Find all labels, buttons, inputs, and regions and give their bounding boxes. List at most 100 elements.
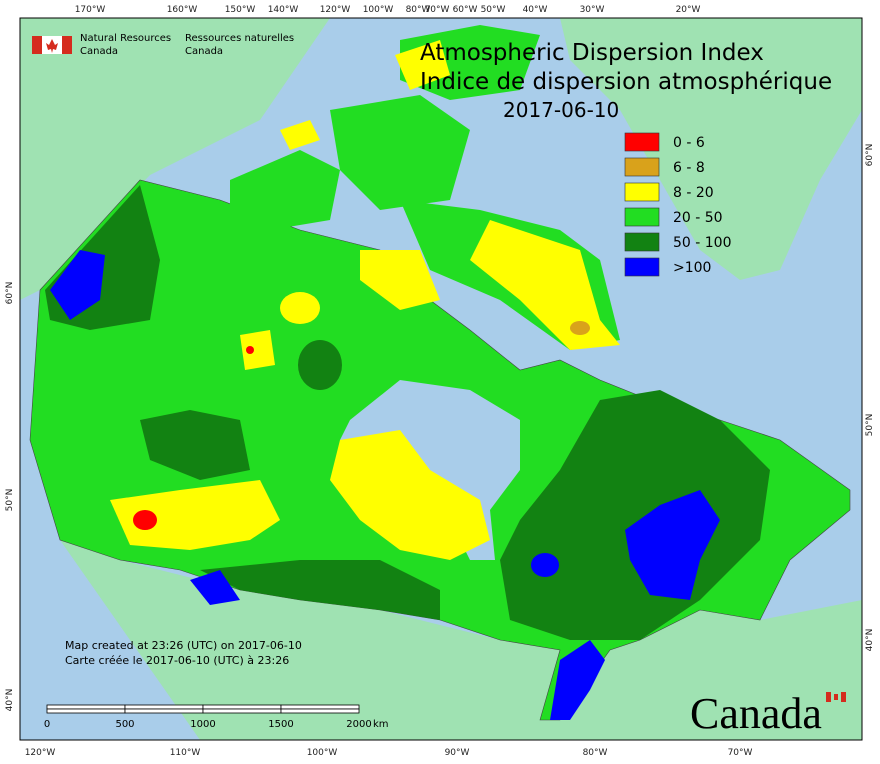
legend-swatch — [624, 207, 660, 227]
orange-zone — [570, 321, 590, 335]
scale-bar: 0 500 1000 1500 2000 km — [44, 704, 389, 730]
wordmark: Canada — [690, 689, 822, 738]
blue-zone — [531, 553, 559, 577]
scale-segment — [124, 704, 204, 710]
scale-segment — [202, 708, 282, 714]
lon-label: 120°W — [320, 5, 351, 15]
yellow-zone — [360, 250, 440, 310]
legend-label: 20 - 50 — [673, 210, 723, 226]
lon-label: 80°W — [583, 748, 608, 758]
lon-label: 120°W — [25, 748, 56, 758]
lon-label: 60°W — [453, 5, 478, 15]
scale-segment — [46, 704, 126, 710]
lat-label: 60°N — [865, 144, 875, 167]
legend-label: 8 - 20 — [673, 185, 714, 201]
lat-label: 60°N — [5, 282, 15, 305]
agency-fr: Ressources naturelles — [185, 33, 294, 44]
scale-segment — [280, 704, 360, 710]
agency-en: Canada — [80, 46, 118, 57]
wordmark-flag — [826, 692, 831, 702]
flag-bar — [32, 36, 42, 54]
pacific — [20, 430, 200, 740]
scale-label: 500 — [115, 719, 134, 730]
title: Atmospheric Dispersion Index — [420, 40, 764, 66]
lon-label: 100°W — [307, 748, 338, 758]
lon-label: 30°W — [580, 5, 605, 15]
greenland — [560, 18, 862, 280]
agency-en: Natural Resources — [80, 33, 171, 44]
dark-green-zone — [500, 390, 770, 640]
legend-swatch — [624, 182, 660, 202]
legend-label: 0 - 6 — [673, 135, 705, 151]
yellow-zone — [470, 220, 620, 350]
legend-swatch — [624, 257, 660, 277]
lat-label: 50°N — [5, 489, 15, 512]
yellow-zone — [240, 330, 275, 370]
lon-label: 140°W — [268, 5, 299, 15]
dark-green-zone — [140, 410, 250, 480]
dark-green-zone — [200, 560, 440, 620]
footer: Map created at 23:26 (UTC) on 2017-06-10 — [65, 639, 302, 652]
flag-bar — [62, 36, 72, 54]
map-area — [20, 18, 862, 740]
scale-unit: km — [373, 719, 389, 730]
lon-label: 80°W — [406, 5, 431, 15]
lat-label: 40°N — [865, 629, 875, 652]
legend: 0 - 6 6 - 8 8 - 20 20 - 50 50 - 100 >100 — [624, 132, 732, 277]
agency-fr: Canada — [185, 46, 223, 57]
legend-swatch — [624, 157, 660, 177]
lon-label: 40°W — [523, 5, 548, 15]
scale-segment — [46, 708, 126, 714]
yellow-zone — [280, 120, 320, 150]
graticule-labels: 170°W 160°W 150°W 140°W 120°W 100°W 80°W70°W 60… — [5, 5, 875, 758]
map-border — [19, 17, 863, 741]
red-zone — [133, 510, 157, 530]
date: 2017-06-10 — [503, 98, 619, 122]
scale-label: 1000 — [190, 719, 215, 730]
lat-label: 50°N — [865, 414, 875, 437]
lon-label: 150°W — [225, 5, 256, 15]
lon-label: 70°W — [728, 748, 753, 758]
legend-swatch — [624, 232, 660, 252]
legend-swatch — [624, 132, 660, 152]
lon-label: 110°W — [170, 748, 201, 758]
scale-label: 2000 — [346, 719, 371, 730]
blue-zone — [190, 570, 240, 605]
blue-zone — [625, 490, 720, 600]
footer: Carte créée le 2017-06-10 (UTC) à 23:26 — [65, 654, 289, 667]
wordmark-flag — [841, 692, 846, 702]
scale-segment — [202, 704, 282, 710]
scale-label: 1500 — [268, 719, 293, 730]
yellow-zone — [280, 292, 320, 324]
lon-label: 90°W — [445, 748, 470, 758]
lon-label: 170°W — [75, 5, 106, 15]
legend-label: 50 - 100 — [673, 235, 732, 251]
dark-green-zone — [298, 340, 342, 390]
legend-label: >100 — [673, 260, 711, 276]
yellow-zone — [330, 430, 490, 560]
scale-segment — [280, 708, 360, 714]
lon-label: 160°W — [167, 5, 198, 15]
scale-segment — [124, 708, 204, 714]
yellow-zone — [110, 480, 280, 550]
lon-label: 50°W — [481, 5, 506, 15]
blue-zone — [550, 640, 605, 720]
lon-label: 70°W — [425, 5, 450, 15]
title: Indice de dispersion atmosphérique — [420, 69, 832, 95]
usa — [60, 540, 862, 740]
yellow-zone — [395, 40, 450, 90]
maple-leaf — [46, 39, 58, 53]
blue-zone — [50, 250, 105, 320]
lon-label: 20°W — [676, 5, 701, 15]
scale-label: 0 — [44, 719, 50, 730]
lon-label: 100°W — [363, 5, 394, 15]
island — [330, 95, 470, 210]
red-zone — [246, 346, 254, 354]
island — [230, 150, 340, 230]
agency-logo: Natural Resources Canada Ressources natu… — [32, 33, 294, 57]
lat-label: 40°N — [5, 689, 15, 712]
legend-label: 6 - 8 — [673, 160, 705, 176]
wordmark-flag — [834, 694, 838, 700]
